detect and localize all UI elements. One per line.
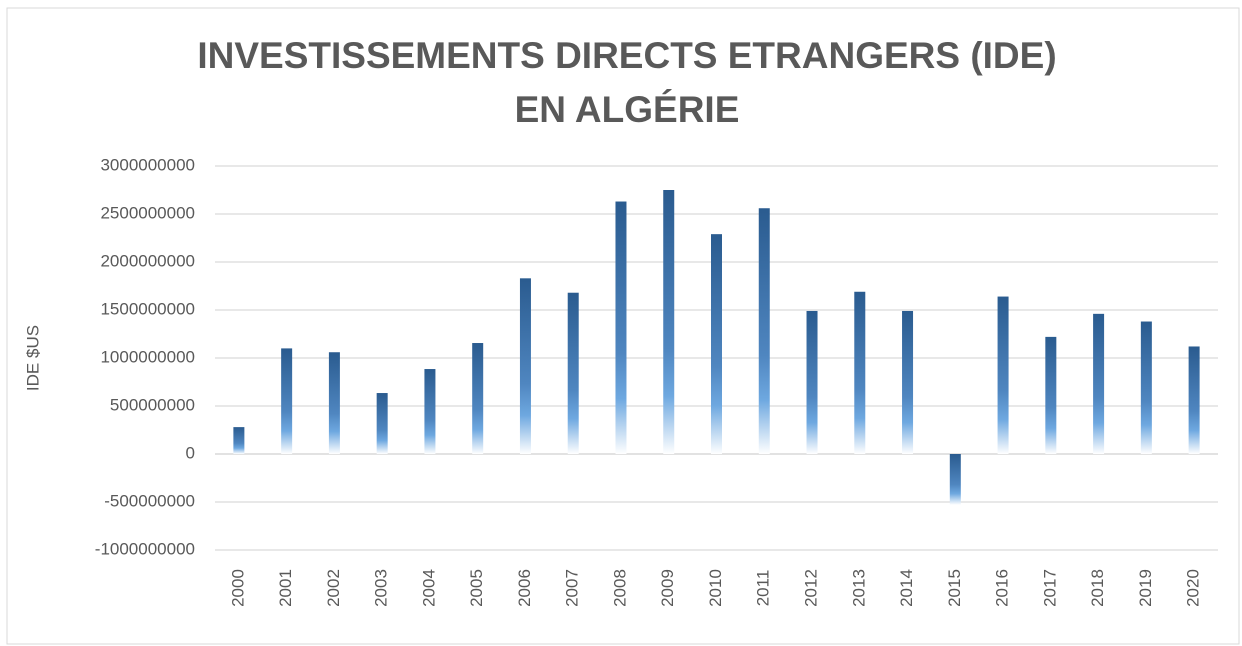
bar xyxy=(806,310,818,454)
chart-title: INVESTISSEMENTS DIRECTS ETRANGERS (IDE) xyxy=(197,35,1056,76)
x-tick-label: 2015 xyxy=(945,569,964,607)
y-tick-label: 0 xyxy=(186,443,195,462)
bar xyxy=(663,190,675,454)
chart-title: EN ALGÉRIE xyxy=(515,89,740,130)
bar xyxy=(1188,346,1200,454)
bar xyxy=(519,278,531,454)
bar xyxy=(376,393,388,454)
y-tick-label: 1500000000 xyxy=(100,299,195,318)
x-tick-label: 2003 xyxy=(372,569,391,607)
x-tick-label: 2005 xyxy=(467,569,486,607)
x-tick-label: 2013 xyxy=(849,569,868,607)
y-axis-label: IDE $US xyxy=(23,325,42,391)
y-tick-label: 2500000000 xyxy=(100,203,195,222)
x-tick-label: 2007 xyxy=(563,569,582,607)
bar xyxy=(567,292,579,454)
x-tick-label: 2020 xyxy=(1184,569,1203,607)
bar xyxy=(1140,321,1152,454)
x-tick-label: 2001 xyxy=(276,569,295,607)
y-tick-label: 2000000000 xyxy=(100,251,195,270)
y-tick-label: 3000000000 xyxy=(100,155,195,174)
x-tick-label: 2000 xyxy=(228,569,247,607)
x-tick-label: 2004 xyxy=(419,569,438,607)
x-tick-label: 2016 xyxy=(993,569,1012,607)
x-tick-label: 2009 xyxy=(658,569,677,607)
bar xyxy=(1093,313,1105,454)
bar xyxy=(949,454,961,505)
x-tick-label: 2011 xyxy=(754,570,773,607)
x-tick-label: 2014 xyxy=(897,569,916,607)
bar xyxy=(758,208,770,454)
y-tick-label: -500000000 xyxy=(104,491,195,510)
x-tick-label: 2010 xyxy=(706,569,725,607)
x-tick-label: 2002 xyxy=(324,569,343,607)
bar xyxy=(1045,336,1057,454)
x-tick-label: 2017 xyxy=(1040,569,1059,607)
y-tick-label: -1000000000 xyxy=(95,539,195,558)
bar xyxy=(902,310,914,454)
x-tick-label: 2006 xyxy=(515,569,534,607)
bar xyxy=(854,291,866,454)
x-tick-label: 2012 xyxy=(802,569,821,607)
y-tick-label: 500000000 xyxy=(110,395,195,414)
x-tick-label: 2019 xyxy=(1136,569,1155,607)
bar xyxy=(997,296,1009,454)
bar xyxy=(233,427,245,454)
x-tick-label: 2008 xyxy=(610,569,629,607)
y-tick-label: 1000000000 xyxy=(100,347,195,366)
bar xyxy=(472,343,484,454)
bar xyxy=(711,234,722,454)
bar xyxy=(424,369,436,454)
x-tick-label: 2018 xyxy=(1088,569,1107,607)
bar xyxy=(615,201,627,454)
chart-frame xyxy=(6,7,1240,645)
bar xyxy=(328,352,340,454)
bar xyxy=(281,348,293,454)
